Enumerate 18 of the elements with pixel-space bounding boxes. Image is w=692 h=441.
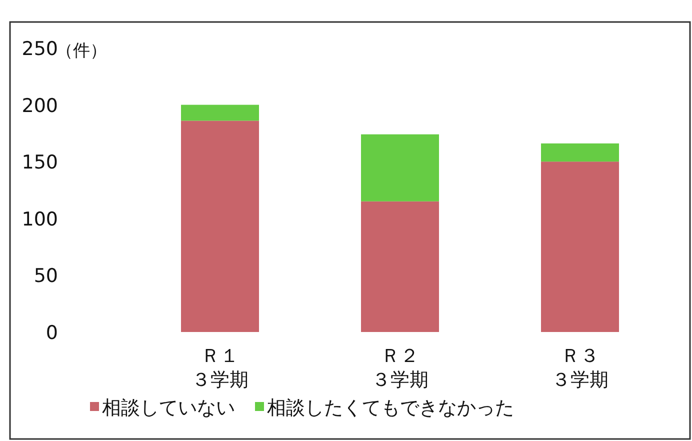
x-tick-label: Ｒ２３学期 [372,345,428,391]
y-tick-label: 250 [22,38,58,60]
y-tick-label: 150 [22,152,58,174]
y-tick-label: 100 [22,208,58,230]
bar [181,120,259,332]
bar [361,134,439,202]
bar [361,201,439,332]
y-tick-label: 0 [46,322,58,344]
legend-label: 相談していない [102,397,235,419]
bar [541,162,619,332]
x-tick-label: Ｒ３３学期 [552,345,608,391]
x-tick-label: Ｒ１３学期 [192,345,248,391]
y-axis-title: （件） [56,41,107,61]
y-tick-label: 200 [22,94,58,117]
legend-label: 相談したくてもできなかった [267,397,514,419]
bar [541,143,619,162]
y-tick-label: 50 [34,265,58,288]
bar [181,104,259,121]
